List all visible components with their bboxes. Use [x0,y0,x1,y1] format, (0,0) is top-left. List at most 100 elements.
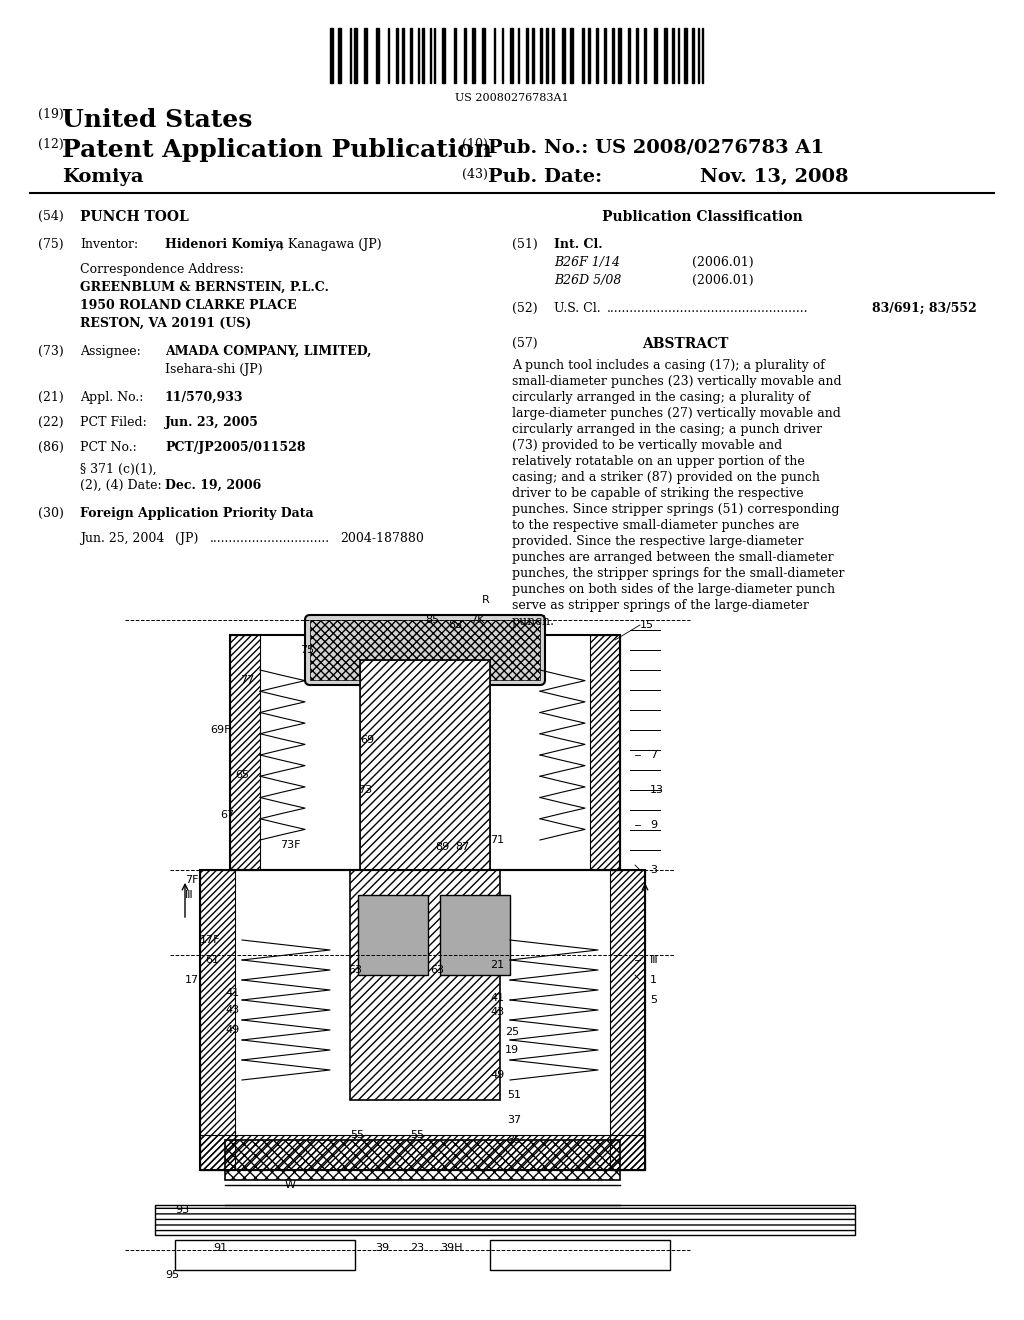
Bar [610,870,645,1170]
Text: (JP): (JP) [175,532,199,545]
Text: 7F: 7F [185,875,199,884]
Bar [230,635,260,870]
Text: to the respective small-diameter punches are: to the respective small-diameter punches… [512,519,800,532]
Text: PCT No.:: PCT No.: [80,441,137,454]
Text: 3: 3 [650,865,657,875]
Text: Ⅲ: Ⅲ [650,954,657,965]
Text: (73) provided to be vertically movable and: (73) provided to be vertically movable a… [512,440,782,451]
Text: Jun. 25, 2004: Jun. 25, 2004 [80,532,165,545]
Text: PCT Filed:: PCT Filed: [80,416,146,429]
Text: punches are arranged between the small-diameter: punches are arranged between the small-d… [512,550,834,564]
Bar [200,1135,645,1170]
Text: 17F: 17F [200,935,220,945]
Text: relatively rotatable on an upper portion of the: relatively rotatable on an upper portion… [512,455,805,469]
Text: 91: 91 [213,1243,227,1253]
Bar [402,28,404,83]
Text: punches on both sides of the large-diameter punch: punches on both sides of the large-diame… [512,583,836,597]
Text: Publication Classification: Publication Classification [602,210,803,224]
Bar [664,28,667,83]
Bar [490,1239,670,1270]
Bar [562,28,565,83]
Text: 83/691; 83/552: 83/691; 83/552 [872,302,977,315]
Text: B26D 5/08: B26D 5/08 [554,275,622,286]
Bar [612,28,614,83]
Bar [510,28,513,83]
Text: 61: 61 [205,954,219,965]
Text: (2006.01): (2006.01) [692,275,754,286]
Text: 2004-187880: 2004-187880 [340,532,424,545]
Text: 71: 71 [490,836,504,845]
Bar [628,28,630,83]
Text: 87: 87 [455,842,469,851]
Bar [570,28,573,83]
Text: Jun. 23, 2005: Jun. 23, 2005 [165,416,259,429]
Text: B26F 1/14: B26F 1/14 [554,256,620,269]
Bar [636,28,638,83]
Text: 17: 17 [185,975,199,985]
Text: ...............................: ............................... [210,532,330,545]
Text: 19: 19 [505,1045,519,1055]
Text: 1950 ROLAND CLARKE PLACE: 1950 ROLAND CLARKE PLACE [80,300,297,312]
Text: punch.: punch. [512,615,555,628]
Bar [354,28,357,83]
Text: (10): (10) [462,139,487,150]
Bar [454,28,456,83]
Text: 9: 9 [650,820,657,830]
Text: 41: 41 [490,993,504,1003]
Text: 37: 37 [507,1115,521,1125]
Text: 23: 23 [410,1243,424,1253]
Bar [526,28,528,83]
Text: 49: 49 [490,1071,504,1080]
Text: (43): (43) [462,168,487,181]
Bar [552,28,554,83]
Bar [396,28,398,83]
Text: large-diameter punches (27) vertically movable and: large-diameter punches (27) vertically m… [512,407,841,420]
Text: (51): (51) [512,238,538,251]
Text: 89: 89 [435,842,450,851]
Bar [440,895,510,975]
Text: 69F: 69F [210,725,230,735]
Bar [422,28,424,83]
Text: U.S. Cl.: U.S. Cl. [554,302,601,315]
Text: (75): (75) [38,238,63,251]
FancyBboxPatch shape [305,615,545,685]
Text: 63: 63 [348,965,362,975]
Text: , Kanagawa (JP): , Kanagawa (JP) [280,238,382,251]
Text: Dec. 19, 2006: Dec. 19, 2006 [165,479,261,492]
Text: 7: 7 [650,750,657,760]
Text: Komiya: Komiya [62,168,143,186]
Text: (12): (12) [38,139,63,150]
Text: 63: 63 [430,965,444,975]
Text: circularly arranged in the casing; a punch driver: circularly arranged in the casing; a pun… [512,422,822,436]
Text: 65: 65 [234,770,249,780]
Text: ABSTRACT: ABSTRACT [642,337,728,351]
Bar [350,870,500,1100]
Text: ....................................................: ........................................… [607,302,809,315]
Text: 93: 93 [175,1205,189,1214]
Text: RESTON, VA 20191 (US): RESTON, VA 20191 (US) [80,317,251,330]
Bar [364,28,367,83]
Text: Nov. 13, 2008: Nov. 13, 2008 [700,168,849,186]
Text: § 371 (c)(1),: § 371 (c)(1), [80,463,157,477]
Text: provided. Since the respective large-diameter: provided. Since the respective large-dia… [512,535,804,548]
Text: 75: 75 [300,645,314,655]
Bar [358,895,428,975]
Text: casing; and a striker (87) provided on the punch: casing; and a striker (87) provided on t… [512,471,820,484]
Text: small-diameter punches (23) vertically movable and: small-diameter punches (23) vertically m… [512,375,842,388]
Text: Hidenori Komiya: Hidenori Komiya [165,238,284,251]
Text: 73F: 73F [280,840,300,850]
Bar [604,28,606,83]
Text: 77: 77 [240,675,254,685]
Text: 11/570,933: 11/570,933 [165,391,244,404]
Text: Pub. Date:: Pub. Date: [488,168,602,186]
Text: serve as stripper springs of the large-diameter: serve as stripper springs of the large-d… [512,599,809,612]
Text: (2), (4) Date:: (2), (4) Date: [80,479,162,492]
Text: Pub. No.: US 2008/0276783 A1: Pub. No.: US 2008/0276783 A1 [488,139,824,156]
Bar [472,28,475,83]
Text: Assignee:: Assignee: [80,345,140,358]
Text: Inventor:: Inventor: [80,238,138,251]
Text: A punch tool includes a casing (17); a plurality of: A punch tool includes a casing (17); a p… [512,359,825,372]
Bar [376,28,379,83]
Text: (57): (57) [512,337,538,350]
Bar [310,620,540,680]
